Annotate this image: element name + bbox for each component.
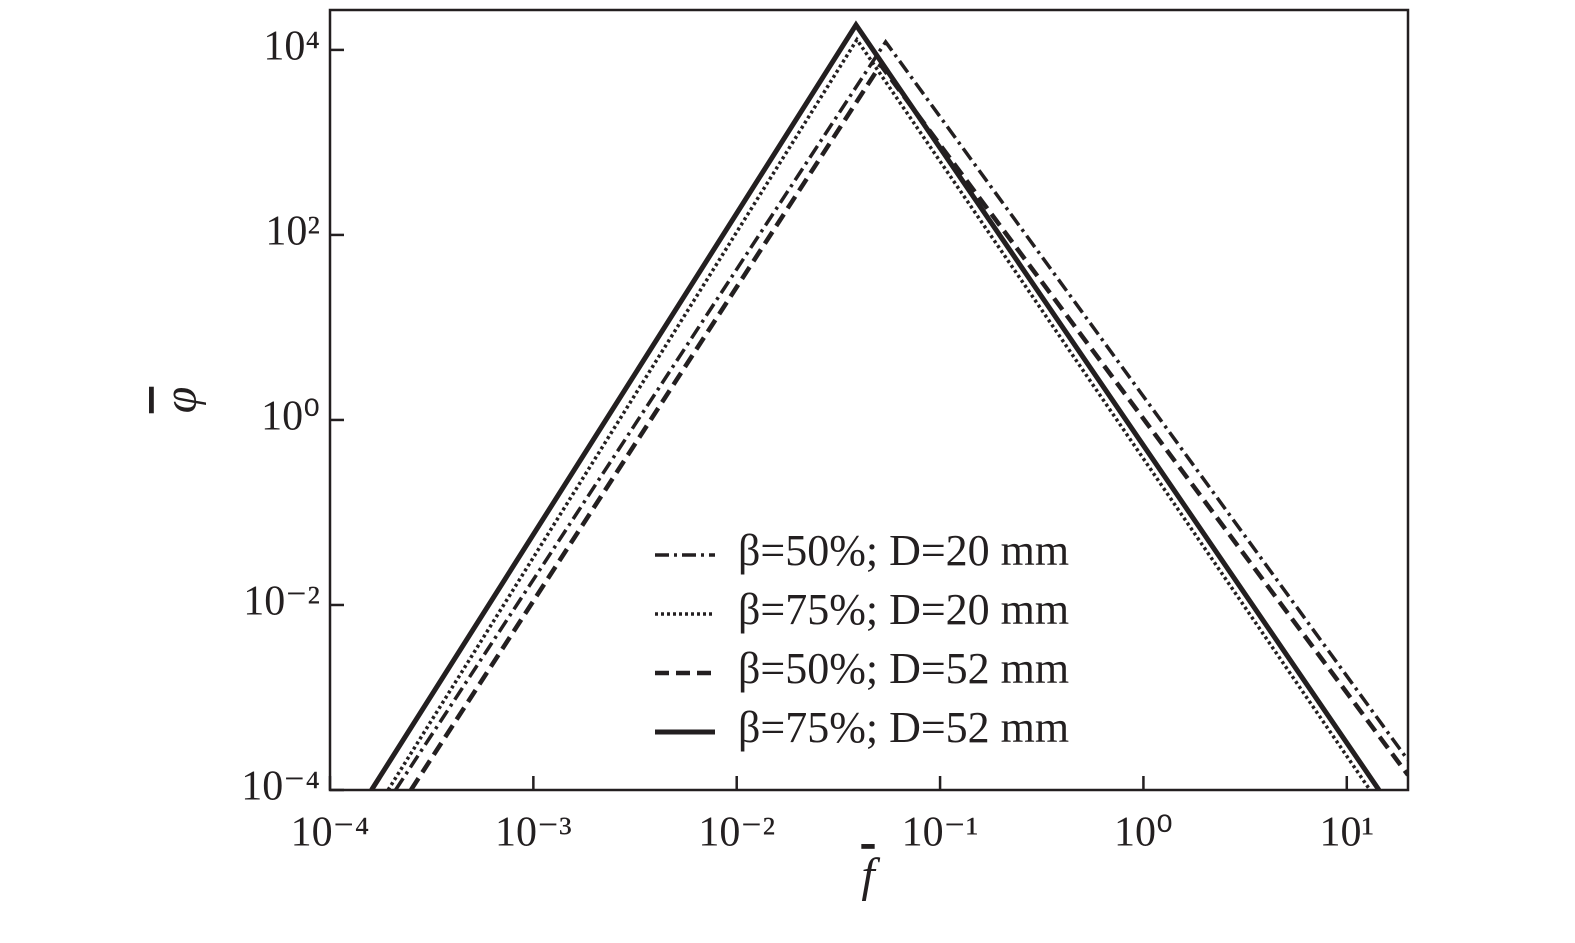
legend-label: β=75%; D=52 mm [738,703,1069,752]
x-tick-label: 10¹ [1319,810,1374,856]
y-tick-label: 10⁻⁴ [241,764,320,810]
x-axis-label: f [861,849,880,902]
plot-frame [328,8,1410,792]
series-line [394,38,1408,790]
series-line [369,20,1382,790]
x-tick-label: 10⁻³ [495,810,572,856]
x-tick-label: 10⁻¹ [902,810,979,856]
legend-label: β=50%; D=52 mm [738,644,1069,693]
x-tick-label: 10⁻⁴ [291,810,370,856]
x-tick-label: 10⁻² [698,810,775,856]
legend-label: β=75%; D=20 mm [738,585,1069,634]
y-tick-label: 10⁻² [243,579,320,625]
y-tick-label: 10⁰ [261,394,320,440]
y-tick-label: 10² [265,209,320,255]
y-axis-label: φ [154,387,207,414]
x-tick-label: 10⁰ [1114,810,1173,856]
legend-label: β=50%; D=20 mm [738,526,1069,575]
y-tick-label: 10⁴ [263,24,320,70]
series-line [386,36,1372,790]
